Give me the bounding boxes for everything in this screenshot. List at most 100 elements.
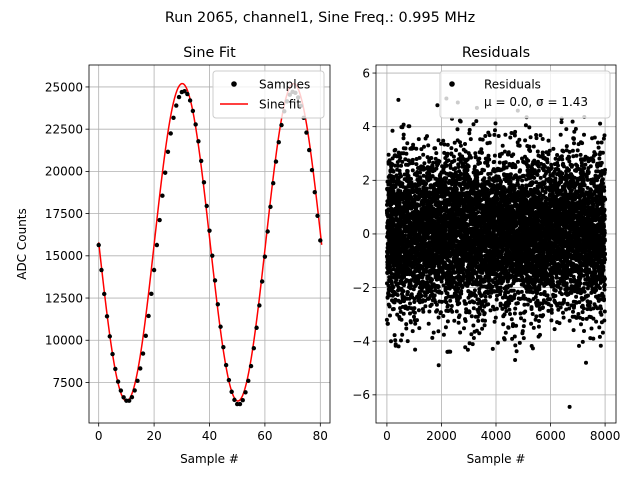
residual-point bbox=[503, 330, 508, 335]
residual-point bbox=[507, 162, 512, 166]
residual-point bbox=[414, 162, 419, 167]
residual-point bbox=[413, 347, 418, 352]
residual-point bbox=[410, 161, 415, 166]
sample-point bbox=[212, 278, 218, 283]
sample-point bbox=[190, 108, 196, 114]
residual-point bbox=[462, 326, 466, 331]
residual-point bbox=[403, 233, 408, 238]
residual-point bbox=[426, 321, 431, 326]
sine-fit-ylabel: ADC Counts bbox=[15, 208, 29, 280]
residual-point bbox=[416, 308, 421, 313]
residual-point bbox=[399, 174, 403, 179]
residual-point bbox=[430, 174, 435, 179]
residual-point bbox=[483, 134, 488, 138]
residual-point bbox=[441, 138, 446, 143]
residual-point bbox=[424, 181, 428, 186]
residual-point bbox=[426, 143, 431, 148]
sample-point bbox=[221, 344, 226, 350]
residual-point bbox=[450, 309, 455, 314]
residual-point bbox=[386, 283, 391, 288]
sample-point bbox=[265, 229, 270, 234]
residual-point bbox=[430, 335, 435, 340]
residual-point bbox=[477, 312, 482, 317]
sine-fit-ytick-label: 7500 bbox=[52, 376, 83, 390]
residual-point bbox=[397, 168, 402, 173]
sine-fit-ticks: 0 20 40 60 807500100001250015000175002000022… bbox=[45, 80, 328, 443]
sample-point bbox=[251, 345, 257, 351]
sample-point bbox=[118, 388, 124, 393]
sample-point bbox=[268, 204, 273, 210]
residual-point bbox=[399, 317, 404, 322]
residual-point bbox=[398, 155, 403, 160]
residual-point bbox=[488, 294, 493, 299]
residual-point bbox=[443, 325, 448, 330]
residual-point bbox=[419, 294, 424, 299]
sample-points bbox=[96, 88, 323, 407]
sample-point bbox=[176, 94, 182, 100]
residual-point bbox=[511, 152, 516, 157]
residual-point bbox=[434, 151, 439, 156]
legend-samples-label: Samples bbox=[259, 78, 310, 92]
residual-point bbox=[412, 296, 417, 301]
residual-point bbox=[515, 301, 520, 306]
residual-point bbox=[414, 146, 419, 151]
residual-point bbox=[492, 153, 497, 158]
sample-point bbox=[107, 334, 112, 339]
residual-point bbox=[449, 146, 454, 151]
sine-fit-ytick-label: 17500 bbox=[45, 207, 83, 221]
residual-point bbox=[398, 260, 403, 265]
residual-point bbox=[427, 159, 432, 164]
residual-point bbox=[492, 132, 497, 137]
residual-point bbox=[458, 140, 462, 145]
residual-point bbox=[391, 285, 396, 290]
residual-point bbox=[513, 164, 518, 169]
residual-point bbox=[412, 310, 417, 315]
sample-point bbox=[237, 401, 243, 407]
sample-point bbox=[162, 170, 168, 175]
sample-point bbox=[218, 324, 223, 329]
residual-point bbox=[482, 311, 487, 316]
residual-point bbox=[508, 172, 513, 177]
residual-point bbox=[471, 336, 476, 340]
sample-point bbox=[248, 363, 254, 369]
residual-point bbox=[445, 151, 450, 156]
sample-point bbox=[99, 267, 104, 273]
residual-point bbox=[404, 322, 409, 327]
residual-point bbox=[487, 157, 492, 162]
residual-point bbox=[472, 288, 477, 293]
residual-point bbox=[410, 157, 415, 162]
residual-point bbox=[471, 275, 475, 280]
figure-title: Run 2065, channel1, Sine Freq.: 0.995 MH… bbox=[165, 10, 475, 26]
sample-point bbox=[121, 395, 126, 400]
residual-point bbox=[452, 158, 457, 163]
residual-point bbox=[496, 134, 501, 138]
sample-point bbox=[309, 167, 315, 173]
residual-point bbox=[445, 142, 450, 147]
residual-point bbox=[401, 132, 406, 137]
residual-point bbox=[422, 161, 427, 166]
residual-point bbox=[433, 146, 438, 151]
sample-point bbox=[271, 181, 276, 186]
residual-point bbox=[436, 329, 441, 334]
sine-fit-xtick-label: 20 bbox=[146, 429, 161, 443]
residual-point bbox=[405, 339, 410, 344]
residual-point bbox=[477, 331, 482, 336]
residual-point bbox=[432, 293, 437, 298]
residual-point bbox=[420, 264, 425, 269]
residual-point bbox=[490, 346, 495, 351]
residual-point bbox=[458, 330, 463, 335]
residual-point bbox=[409, 306, 414, 311]
sample-point bbox=[182, 88, 187, 94]
residual-point bbox=[465, 347, 470, 352]
residual-point bbox=[418, 176, 423, 181]
sample-point bbox=[232, 397, 237, 403]
sample-point bbox=[160, 193, 165, 198]
sample-point bbox=[165, 149, 171, 154]
residual-point bbox=[507, 301, 512, 306]
residual-point bbox=[438, 310, 443, 315]
residual-point bbox=[408, 311, 412, 316]
residual-point bbox=[415, 318, 419, 323]
sine-fit-line bbox=[97, 82, 323, 402]
residual-point bbox=[457, 313, 462, 318]
legend-box bbox=[212, 70, 325, 119]
